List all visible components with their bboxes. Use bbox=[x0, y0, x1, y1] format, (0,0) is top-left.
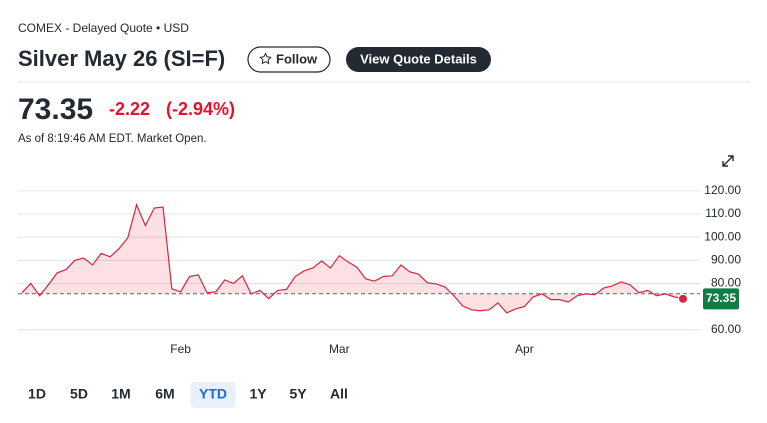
range-button[interactable]: 6M bbox=[155, 386, 174, 402]
price: 73.35 bbox=[18, 93, 93, 126]
expand-icon[interactable] bbox=[722, 155, 734, 167]
range-button[interactable]: 5D bbox=[70, 386, 88, 402]
star-icon[interactable] bbox=[259, 52, 272, 65]
exchange-info: COMEX - Delayed Quote • USD bbox=[18, 21, 189, 35]
chart: 60.00 80.00 90.00 100.00 110.00 120.00 Feb Mar A… bbox=[18, 183, 741, 356]
range-selector: 1D 5D 1M 6M YTD 1Y 5Y All bbox=[28, 382, 348, 408]
y-tick-label: 80.00 bbox=[711, 276, 741, 290]
last-point bbox=[678, 293, 688, 304]
follow-button[interactable]: Follow bbox=[247, 46, 331, 73]
y-tick-label: 110.00 bbox=[705, 206, 741, 220]
price-tag bbox=[703, 288, 739, 310]
y-tick-label: 100.00 bbox=[704, 229, 741, 243]
range-button[interactable]: YTD bbox=[199, 386, 227, 402]
range-button[interactable]: 1M bbox=[111, 386, 130, 402]
area bbox=[22, 204, 683, 313]
price-tag-label: 73.35 bbox=[706, 291, 736, 305]
range-button[interactable]: 1D bbox=[28, 386, 46, 402]
range-button[interactable]: 5Y bbox=[289, 386, 307, 402]
range-button[interactable]: 1Y bbox=[249, 386, 267, 402]
quote-title: Silver May 26 (SI=F) bbox=[18, 46, 225, 71]
follow-label[interactable]: Follow bbox=[276, 51, 318, 66]
change-percent: (-2.94%) bbox=[166, 99, 235, 119]
y-tick-label: 60.00 bbox=[711, 322, 741, 336]
details-button[interactable]: View Quote Details bbox=[346, 47, 491, 72]
y-tick-label: 120.00 bbox=[704, 183, 741, 197]
x-tick-label: Feb bbox=[170, 342, 191, 356]
price-line bbox=[21, 202, 684, 314]
x-tick-label: Apr bbox=[515, 342, 534, 356]
range-selected-bg[interactable] bbox=[190, 382, 236, 408]
range-button[interactable]: All bbox=[330, 386, 348, 402]
y-tick-label: 90.00 bbox=[711, 252, 741, 266]
details-label[interactable]: View Quote Details bbox=[360, 51, 477, 66]
expand-arrows[interactable] bbox=[722, 155, 734, 167]
change: -2.22 bbox=[109, 99, 150, 119]
details-bg[interactable] bbox=[346, 47, 491, 72]
follow-outline[interactable] bbox=[247, 46, 331, 73]
x-tick-label: Mar bbox=[329, 342, 350, 356]
as-of: As of 8:19:46 AM EDT. Market Open. bbox=[18, 133, 207, 145]
